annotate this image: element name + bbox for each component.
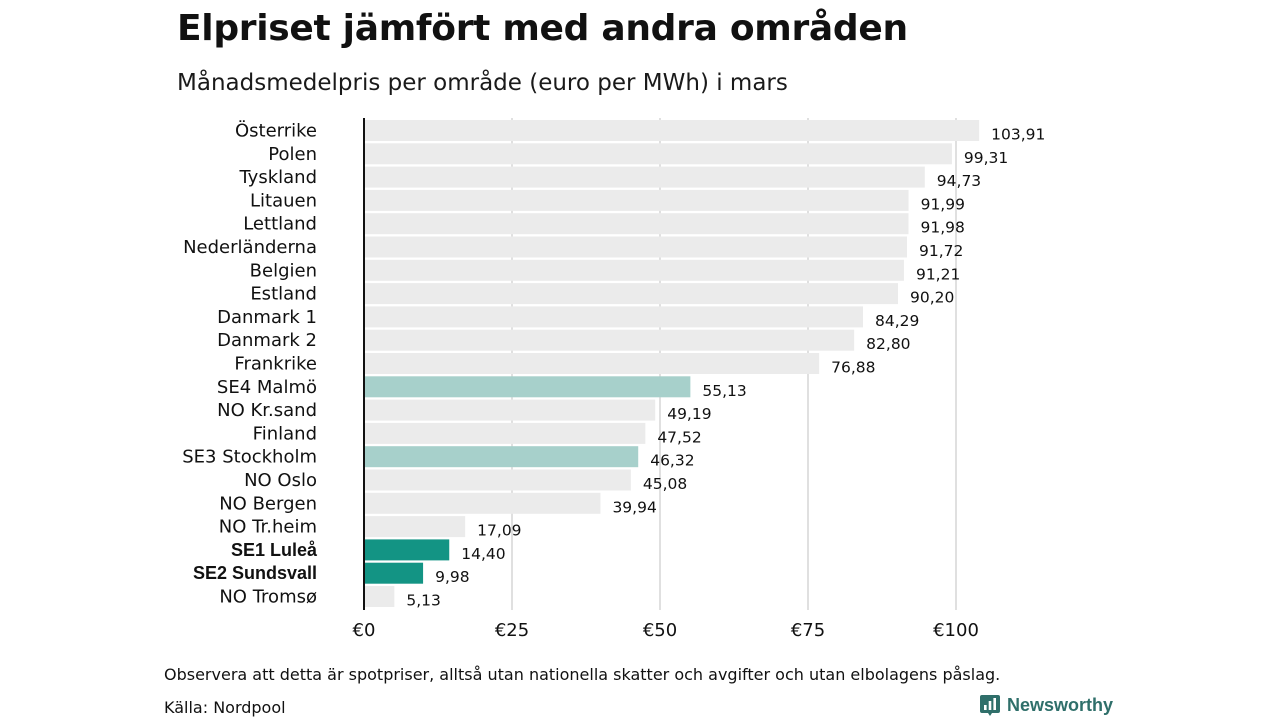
value-label: 39,94 — [612, 498, 656, 516]
category-label: Danmark 1 — [217, 307, 317, 328]
value-label: 45,08 — [643, 475, 687, 493]
x-tick-label: €75 — [791, 620, 825, 641]
value-label: 49,19 — [667, 405, 711, 423]
value-label: 91,98 — [921, 219, 965, 237]
category-label: NO Bergen — [219, 493, 317, 514]
value-label: 76,88 — [831, 359, 875, 377]
bar — [364, 562, 424, 584]
value-label: 91,99 — [921, 195, 965, 213]
bar — [364, 306, 863, 328]
x-tick-label: €50 — [643, 620, 677, 641]
source-text: Källa: Nordpool — [164, 698, 286, 717]
bar — [364, 259, 904, 281]
category-label: Litauen — [250, 190, 317, 211]
bar — [364, 446, 639, 468]
x-tick-label: €25 — [495, 620, 529, 641]
footnote: Observera att detta är spotpriser, allts… — [164, 665, 1001, 684]
category-label: NO Oslo — [244, 470, 317, 491]
category-label: Polen — [268, 144, 317, 165]
category-label: Finland — [253, 423, 317, 444]
value-label: 91,21 — [916, 265, 960, 283]
category-label: Österrike — [235, 120, 317, 142]
category-label: SE1 Luleå — [231, 540, 318, 560]
value-label: 17,09 — [477, 522, 521, 540]
category-label: Danmark 2 — [217, 330, 317, 351]
category-label: NO Kr.sand — [217, 400, 317, 421]
value-labels: 103,91 99,31 94,73 91,99 91,98 91,72 91,21 90,2… — [406, 126, 1045, 610]
category-label: Tyskland — [238, 167, 317, 188]
value-label: 99,31 — [964, 149, 1008, 167]
newsworthy-logo-icon — [980, 695, 1000, 716]
value-label: 9,98 — [435, 568, 470, 586]
bar — [364, 376, 691, 398]
x-axis-ticks: €0 €25 €50 €75 €100 — [353, 620, 979, 641]
x-tick-label: €0 — [353, 620, 376, 641]
bar — [364, 236, 907, 258]
bar — [364, 539, 450, 561]
category-label: Belgien — [250, 260, 317, 281]
brand-logo: Newsworthy — [979, 694, 1113, 716]
category-label: Lettland — [243, 214, 317, 235]
x-tick-label: €100 — [933, 620, 979, 641]
bar — [364, 283, 898, 305]
bar — [364, 189, 909, 211]
category-label: Estland — [250, 284, 317, 305]
value-label: 103,91 — [991, 126, 1045, 144]
bar — [364, 213, 909, 235]
bar — [364, 143, 952, 165]
bar — [364, 586, 395, 607]
bars — [364, 120, 980, 607]
category-label: Nederländerna — [183, 237, 317, 258]
bar — [364, 516, 466, 538]
value-label: 82,80 — [866, 335, 910, 353]
value-label: 55,13 — [702, 382, 746, 400]
category-label: SE4 Malmö — [217, 377, 317, 398]
category-label: Frankrike — [234, 354, 317, 375]
value-label: 91,72 — [919, 242, 963, 260]
chart-subtitle: Månadsmedelpris per område (euro per MWh… — [177, 70, 788, 96]
value-label: 90,20 — [910, 289, 954, 307]
bar — [364, 329, 855, 351]
bar — [364, 422, 646, 444]
brand-name: Newsworthy — [1007, 694, 1114, 715]
value-label: 94,73 — [937, 172, 981, 190]
bar — [364, 120, 980, 141]
bar — [364, 399, 656, 421]
value-label: 84,29 — [875, 312, 919, 330]
category-label: NO Tromsø — [219, 587, 317, 608]
bar — [364, 492, 601, 514]
value-label: 46,32 — [650, 452, 694, 470]
bar — [364, 166, 925, 188]
category-label: NO Tr.heim — [219, 517, 317, 538]
value-label: 5,13 — [406, 592, 441, 610]
bar — [364, 469, 631, 491]
chart-title: Elpriset jämfört med andra områden — [177, 8, 908, 49]
category-label: SE2 Sundsvall — [193, 563, 317, 583]
category-label: SE3 Stockholm — [182, 447, 317, 468]
value-label: 14,40 — [461, 545, 505, 563]
bar — [364, 353, 820, 374]
value-label: 47,52 — [657, 428, 701, 446]
